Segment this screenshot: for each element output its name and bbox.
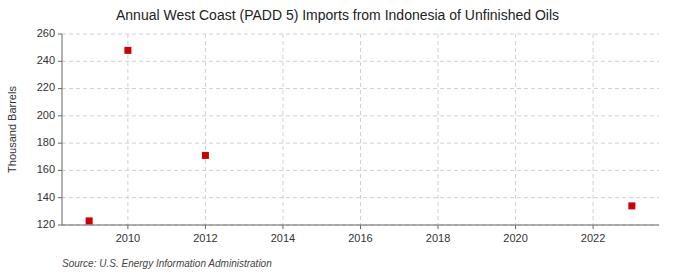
y-grid-line xyxy=(62,115,659,116)
y-grid-line xyxy=(62,88,659,89)
axes: 120 140 160 180 200 220 240 260 2010 2012 2014 2016… xyxy=(37,27,659,244)
x-grid-line xyxy=(205,34,206,225)
x-grid-line xyxy=(360,34,361,225)
x-tick xyxy=(360,225,361,229)
title: Annual West Coast (PADD 5) Imports from … xyxy=(116,7,559,23)
y-tick-label: 120 xyxy=(37,218,55,230)
points xyxy=(86,47,636,225)
x-tick-label: 2020 xyxy=(503,232,527,244)
source-note: Source: U.S. Energy Information Administ… xyxy=(62,258,272,269)
y-tick xyxy=(58,170,62,171)
y-tick xyxy=(58,61,62,62)
point xyxy=(628,202,635,209)
x-tick-label: 2022 xyxy=(581,232,605,244)
x-grid-line xyxy=(438,34,439,225)
x-tick-label: 2010 xyxy=(116,232,140,244)
x-grid-line xyxy=(515,34,516,225)
x-grid-line xyxy=(593,34,594,225)
x-tick xyxy=(438,225,439,229)
chart-svg: 120 140 160 180 200 220 240 260 2010 2012 2014 2016… xyxy=(0,0,675,275)
y-grid-line xyxy=(62,61,659,62)
y-axis-line xyxy=(62,34,63,225)
y-tick xyxy=(58,143,62,144)
y-tick xyxy=(58,88,62,89)
x-tick xyxy=(205,225,206,229)
y-tick xyxy=(58,34,62,35)
x-grid-line xyxy=(127,34,128,225)
y-axis-label: Thousand Barrels xyxy=(6,86,18,173)
x-tick-label: 2014 xyxy=(271,232,295,244)
point xyxy=(202,152,209,159)
y-tick-label: 220 xyxy=(37,81,55,93)
y-tick xyxy=(58,197,62,198)
y-tick xyxy=(58,115,62,116)
y-tick-label: 140 xyxy=(37,191,55,203)
x-tick xyxy=(515,225,516,229)
y-tick-label: 160 xyxy=(37,163,55,175)
grid xyxy=(62,34,659,225)
y-tick xyxy=(58,225,62,226)
x-tick-label: 2018 xyxy=(426,232,450,244)
y-tick-label: 240 xyxy=(37,54,55,66)
point xyxy=(86,217,93,224)
x-tick xyxy=(593,225,594,229)
x-tick xyxy=(282,225,283,229)
x-tick-label: 2012 xyxy=(193,232,217,244)
point xyxy=(124,47,131,54)
y-tick-label: 200 xyxy=(37,109,55,121)
y-tick-label: 260 xyxy=(37,27,55,39)
y-tick-label: 180 xyxy=(37,136,55,148)
x-grid-line xyxy=(282,34,283,225)
chart-container: 120 140 160 180 200 220 240 260 2010 2012 2014 2016… xyxy=(0,0,675,275)
x-tick-label: 2016 xyxy=(348,232,372,244)
x-tick xyxy=(127,225,128,229)
